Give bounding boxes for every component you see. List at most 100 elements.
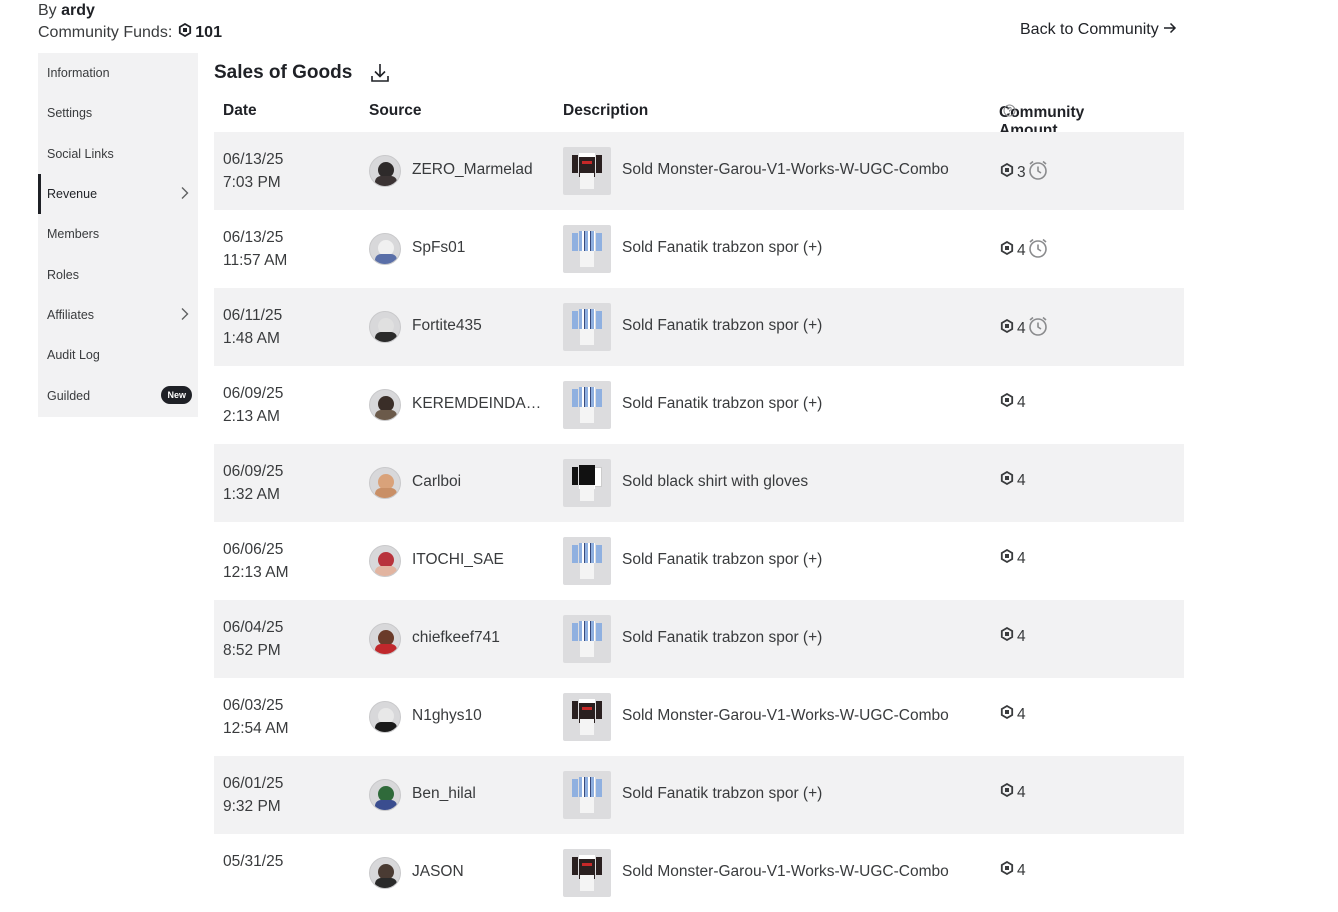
sale-time: 1:32 AM xyxy=(223,486,280,503)
source-username[interactable]: Fortite435 xyxy=(412,317,482,334)
avatar[interactable] xyxy=(369,779,401,811)
item-thumbnail[interactable] xyxy=(563,459,611,507)
robux-icon xyxy=(1000,392,1014,412)
date-cell: 06/13/25 7:03 PM xyxy=(223,148,283,194)
table-row: 06/13/25 7:03 PM ZERO_Marmelad Sold Monster… xyxy=(214,132,1184,210)
item-thumbnail[interactable] xyxy=(563,615,611,663)
community-amount: 4 xyxy=(1000,782,1026,802)
robux-icon xyxy=(1000,860,1014,880)
sidebar-item-affiliates[interactable]: Affiliates xyxy=(38,295,198,335)
community-amount: 4 xyxy=(1000,548,1026,568)
sale-date: 06/11/25 xyxy=(223,307,283,324)
source-username[interactable]: chiefkeef741 xyxy=(412,629,500,646)
source-username[interactable]: Ben_hilal xyxy=(412,785,476,802)
item-thumbnail[interactable] xyxy=(563,147,611,195)
robux-icon xyxy=(1000,782,1014,802)
table-row: 05/31/25 JASON Sold Monster-Garou-V1-Works… xyxy=(214,834,1184,912)
community-amount: 4 xyxy=(1000,860,1026,880)
sidebar-item-information[interactable]: Information xyxy=(38,53,198,93)
community-amount: 4 xyxy=(1000,392,1026,412)
page-title: Sales of Goods xyxy=(214,62,353,83)
table-row: 06/01/25 9:32 PM Ben_hilal Sold Fanatik tra… xyxy=(214,756,1184,834)
source-username[interactable]: KEREMDEINDADMAN xyxy=(412,395,544,412)
pending-clock-icon xyxy=(1027,159,1049,186)
item-thumbnail[interactable] xyxy=(563,225,611,273)
sidebar-item-audit-log[interactable]: Audit Log xyxy=(38,335,198,375)
amount-value: 4 xyxy=(1017,393,1026,411)
help-icon[interactable] xyxy=(1003,104,1016,122)
table-row: 06/11/25 1:48 AM Fortite435 Sold Fanatik tr… xyxy=(214,288,1184,366)
sidebar-item-social-links[interactable]: Social Links xyxy=(38,134,198,174)
sidebar-item-label: Guilded xyxy=(47,388,91,403)
column-date: Date xyxy=(223,102,257,119)
item-thumbnail[interactable] xyxy=(563,381,611,429)
community-amount: 3 xyxy=(1000,159,1049,186)
avatar[interactable] xyxy=(369,623,401,655)
sidebar-item-label: Affiliates xyxy=(47,307,95,322)
item-thumbnail[interactable] xyxy=(563,849,611,897)
sale-date: 06/04/25 xyxy=(223,619,284,636)
sale-description: Sold Fanatik trabzon spor (+) xyxy=(622,629,823,646)
amount-value: 4 xyxy=(1017,861,1026,879)
sale-description: Sold Monster-Garou-V1-Works-W-UGC-Combo xyxy=(622,863,949,880)
funds-amount: 101 xyxy=(195,24,222,41)
sale-description: Sold Monster-Garou-V1-Works-W-UGC-Combo xyxy=(622,707,949,724)
sale-description: Sold Fanatik trabzon spor (+) xyxy=(622,551,823,568)
sidebar-item-revenue[interactable]: Revenue xyxy=(38,173,198,215)
robux-icon xyxy=(1000,318,1014,338)
source-username[interactable]: SpFs01 xyxy=(412,239,466,256)
sale-description: Sold black shirt with gloves xyxy=(622,473,809,490)
sidebar-item-roles[interactable]: Roles xyxy=(38,254,198,294)
robux-icon xyxy=(178,22,192,44)
avatar[interactable] xyxy=(369,857,401,889)
sidebar-item-guilded[interactable]: Guilded New xyxy=(38,375,198,415)
avatar[interactable] xyxy=(369,701,401,733)
source-username[interactable]: ITOCHI_SAE xyxy=(412,551,504,568)
item-thumbnail[interactable] xyxy=(563,537,611,585)
amount-value: 4 xyxy=(1017,705,1026,723)
sale-time: 8:52 PM xyxy=(223,642,281,659)
source-username[interactable]: N1ghys10 xyxy=(412,707,482,724)
avatar[interactable] xyxy=(369,545,401,577)
avatar[interactable] xyxy=(369,155,401,187)
amount-value: 4 xyxy=(1017,471,1026,489)
avatar[interactable] xyxy=(369,389,401,421)
item-thumbnail[interactable] xyxy=(563,771,611,819)
sale-description: Sold Monster-Garou-V1-Works-W-UGC-Combo xyxy=(622,161,949,178)
funds-label: Community Funds: xyxy=(38,24,173,41)
download-icon[interactable] xyxy=(370,62,390,84)
item-thumbnail[interactable] xyxy=(563,303,611,351)
source-username[interactable]: ZERO_Marmelad xyxy=(412,161,533,178)
sidebar-item-members[interactable]: Members xyxy=(38,214,198,254)
date-cell: 06/06/25 12:13 AM xyxy=(223,538,289,584)
avatar[interactable] xyxy=(369,311,401,343)
sidebar-item-label: Settings xyxy=(47,106,93,121)
sidebar-item-settings[interactable]: Settings xyxy=(38,93,198,133)
amount-value: 4 xyxy=(1017,783,1026,801)
source-username[interactable]: JASON xyxy=(412,863,464,880)
sale-date: 06/13/25 xyxy=(223,151,284,168)
source-username[interactable]: Carlboi xyxy=(412,473,462,490)
date-cell: 06/01/25 9:32 PM xyxy=(223,772,283,818)
main-content: Sales of Goods Date Source Description C… xyxy=(214,57,1184,897)
table-row: 06/13/25 11:57 AM SpFs01 Sold Fanatik trabz… xyxy=(214,210,1184,288)
arrow-right-icon xyxy=(1163,20,1177,40)
sale-date: 06/13/25 xyxy=(223,229,284,246)
sidebar-item-label: Roles xyxy=(47,267,79,282)
amount-value: 4 xyxy=(1017,549,1026,567)
table-row: 06/09/25 1:32 AM Carlboi Sold black shirt w… xyxy=(214,444,1184,522)
sale-description: Sold Fanatik trabzon spor (+) xyxy=(622,239,823,256)
owner-name[interactable]: ardy xyxy=(61,2,95,19)
robux-icon xyxy=(1000,548,1014,568)
avatar[interactable] xyxy=(369,233,401,265)
item-thumbnail[interactable] xyxy=(563,693,611,741)
sale-description: Sold Fanatik trabzon spor (+) xyxy=(622,785,823,802)
date-cell: 06/11/25 1:48 AM xyxy=(223,304,282,350)
community-funds: Community Funds: 101 xyxy=(38,22,222,44)
robux-icon xyxy=(1000,626,1014,646)
back-to-community-link[interactable]: Back to Community xyxy=(1020,20,1177,40)
robux-icon xyxy=(1000,470,1014,490)
column-description: Description xyxy=(563,102,649,119)
avatar[interactable] xyxy=(369,467,401,499)
sidebar-item-label: Members xyxy=(47,227,100,242)
